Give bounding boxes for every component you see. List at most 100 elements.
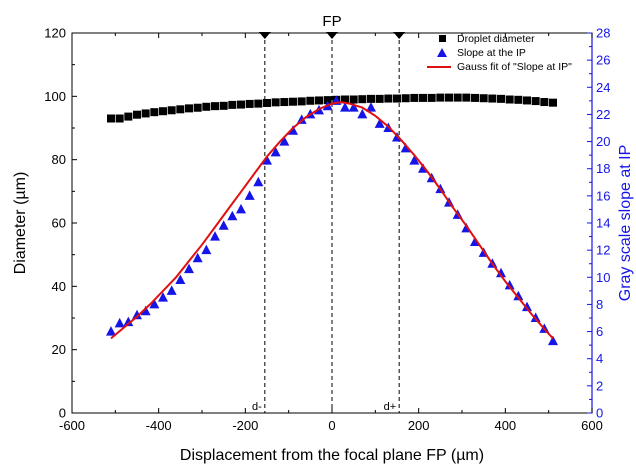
series-gauss-fit <box>110 101 554 340</box>
droplet-point <box>479 94 488 103</box>
legend-triangle-icon <box>437 48 447 57</box>
axis-ticks: -600 -400 -200 0 200 400 600020406080100120024… <box>44 26 610 434</box>
x-tick-label: 200 <box>408 418 430 433</box>
slope-point <box>244 190 255 200</box>
droplet-point <box>367 94 375 103</box>
droplet-point <box>254 99 263 108</box>
slope-point <box>192 252 203 263</box>
x-tick-label: -200 <box>232 418 258 433</box>
slope-point <box>123 316 134 327</box>
droplet-point <box>540 98 549 107</box>
slope-point <box>201 244 212 255</box>
y2-tick-label: 4 <box>596 351 603 366</box>
y2-tick-label: 24 <box>596 80 610 95</box>
droplet-point <box>219 101 228 110</box>
x-tick-label: 400 <box>494 418 516 433</box>
y2-tick-label: 12 <box>596 243 610 258</box>
slope-point <box>262 155 272 165</box>
slope-point <box>530 312 541 322</box>
droplet-point <box>471 93 479 102</box>
droplet-point <box>297 97 306 106</box>
slope-point <box>279 136 290 146</box>
slope-point <box>175 274 186 284</box>
slope-point <box>218 220 229 230</box>
slope-point <box>522 301 532 312</box>
slope-point <box>504 279 515 290</box>
series-slope-at-ip <box>106 95 558 346</box>
droplet-point <box>436 93 445 102</box>
y-tick-label: 120 <box>44 26 66 41</box>
y2-tick-label: 6 <box>596 324 603 339</box>
slope-point <box>348 102 359 112</box>
droplet-point <box>237 100 245 109</box>
droplet-point <box>427 93 436 102</box>
droplet-point <box>133 110 141 119</box>
y-tick-label: 20 <box>52 342 66 357</box>
y2-tick-label: 14 <box>596 216 610 231</box>
y2-tick-label: 20 <box>596 134 610 149</box>
slope-point <box>184 263 194 274</box>
slope-point <box>374 118 385 128</box>
droplet-point <box>341 95 349 104</box>
slope-point <box>132 309 142 320</box>
droplet-point <box>107 114 115 123</box>
slope-point <box>210 231 220 241</box>
reference-marker-icon <box>393 32 406 39</box>
droplet-point <box>453 93 462 102</box>
y2-tick-label: 10 <box>596 270 610 285</box>
legend: Droplet diameter Slope at the IP Gauss f… <box>427 33 572 73</box>
slope-point <box>409 155 420 165</box>
droplet-point <box>115 114 124 123</box>
slope-point <box>227 210 238 221</box>
droplet-point <box>410 93 419 102</box>
slope-point <box>513 290 524 301</box>
slope-point <box>288 125 298 135</box>
droplet-point <box>185 104 193 113</box>
droplet-point <box>393 94 401 103</box>
droplet-point <box>159 107 167 116</box>
droplet-point <box>150 108 159 117</box>
d-minus-annotation: d- <box>252 401 262 413</box>
slope-point <box>270 146 281 157</box>
series-droplet-diameter <box>107 93 557 123</box>
slope-point <box>106 326 116 336</box>
y2-tick-label: 2 <box>596 378 603 393</box>
y2-tick-label: 16 <box>596 188 610 203</box>
x-tick-label: 0 <box>328 418 335 433</box>
y2-tick-label: 22 <box>596 107 610 122</box>
d-plus-annotation: d+ <box>384 401 397 413</box>
slope-point <box>340 102 350 112</box>
x-tick-label: 600 <box>581 418 603 433</box>
y-tick-label: 0 <box>59 406 66 421</box>
droplet-point <box>514 95 523 104</box>
droplet-point <box>167 106 176 115</box>
y2-axis-title: Gray scale slope at IP <box>617 145 634 302</box>
droplet-point <box>141 109 150 118</box>
droplet-point <box>549 98 557 107</box>
y2-tick-label: 18 <box>596 161 610 176</box>
droplet-point <box>323 96 332 105</box>
y2-tick-label: 0 <box>596 406 603 421</box>
droplet-point <box>445 93 453 102</box>
legend-label-fit: Gauss fit of "Slope at IP" <box>457 61 572 73</box>
slope-point <box>140 305 151 316</box>
droplet-point <box>315 96 323 105</box>
slope-point <box>149 298 160 309</box>
droplet-point <box>263 98 271 107</box>
y2-tick-label: 8 <box>596 297 603 312</box>
x-tick-label: -400 <box>146 418 172 433</box>
droplet-point <box>358 95 367 104</box>
droplet-point <box>289 97 297 106</box>
legend-label-slope: Slope at the IP <box>457 47 526 59</box>
droplet-point <box>124 112 133 121</box>
droplet-point <box>245 99 254 108</box>
droplet-point <box>384 94 393 103</box>
droplet-point <box>349 95 358 104</box>
droplet-point <box>228 100 237 109</box>
x-axis-title: Displacement from the focal plane FP (µm… <box>180 447 484 464</box>
droplet-point <box>401 94 410 103</box>
droplet-point <box>523 96 531 105</box>
